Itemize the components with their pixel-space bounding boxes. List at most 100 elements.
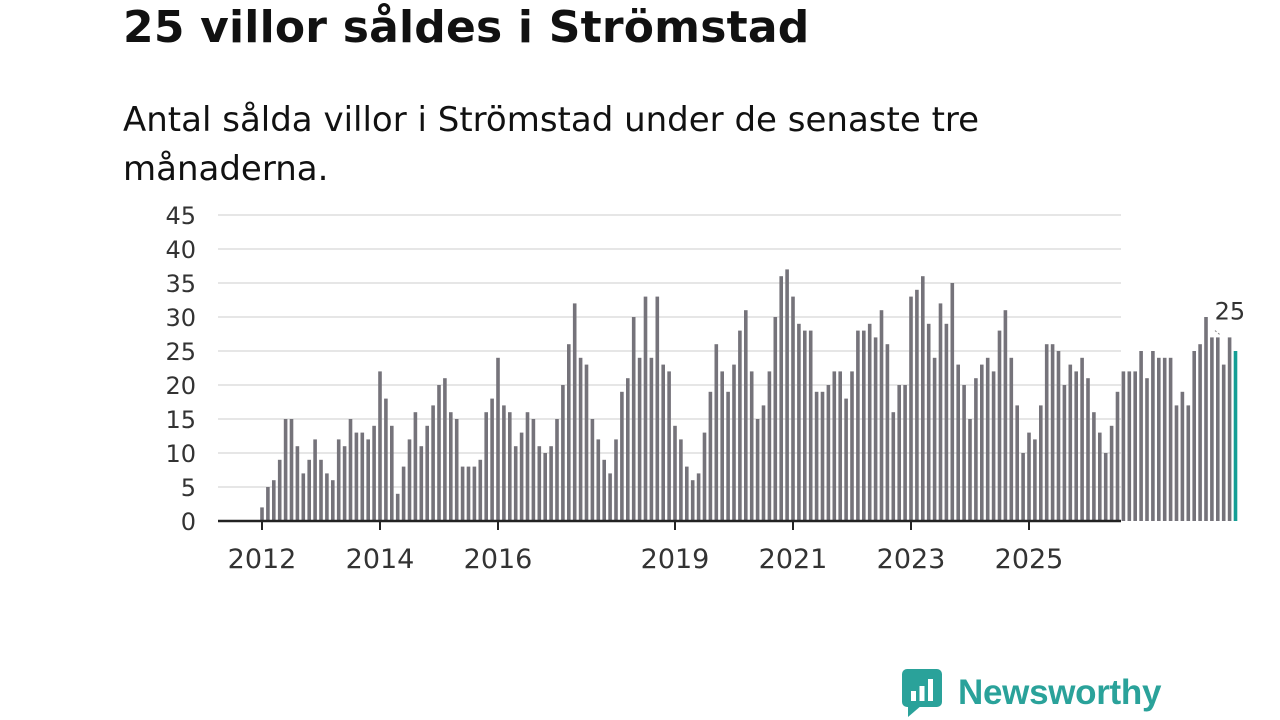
x-tick-label: 2021 bbox=[759, 544, 828, 575]
bar bbox=[779, 276, 783, 521]
x-tick-label: 2025 bbox=[995, 544, 1064, 575]
newsworthy-logo: Newsworthy bbox=[902, 669, 1161, 717]
bar bbox=[1098, 432, 1102, 521]
bar bbox=[348, 419, 353, 521]
bar bbox=[991, 371, 996, 521]
bar bbox=[915, 289, 919, 521]
bar bbox=[513, 446, 518, 521]
bar bbox=[531, 419, 536, 521]
bar bbox=[301, 473, 306, 521]
annotation-label: 25 bbox=[1215, 297, 1246, 325]
bar bbox=[685, 466, 689, 521]
bar bbox=[814, 391, 819, 521]
x-axis-ticks: 2012 2014 2016 2019 2021 2023 2025 bbox=[228, 521, 1064, 575]
bar bbox=[926, 323, 931, 521]
bar bbox=[844, 398, 848, 521]
y-tick-label: 30 bbox=[165, 304, 196, 332]
bar bbox=[909, 296, 913, 521]
bar bbox=[897, 385, 901, 521]
bar bbox=[885, 344, 890, 521]
bar bbox=[1204, 317, 1208, 521]
bar bbox=[1015, 405, 1019, 521]
bar bbox=[366, 439, 370, 521]
bar bbox=[832, 371, 837, 521]
bar bbox=[1192, 351, 1196, 521]
bar bbox=[1174, 405, 1179, 521]
bar bbox=[968, 419, 972, 521]
bar bbox=[1162, 357, 1167, 521]
bar bbox=[1227, 337, 1232, 521]
bar bbox=[502, 405, 506, 521]
bar bbox=[767, 371, 772, 521]
bar bbox=[1145, 378, 1149, 521]
bar bbox=[1133, 371, 1137, 521]
bar bbox=[1210, 337, 1214, 521]
bar bbox=[808, 330, 813, 521]
bar bbox=[395, 493, 400, 521]
bar bbox=[561, 385, 565, 521]
bar bbox=[437, 385, 441, 521]
bar bbox=[608, 473, 612, 521]
bar bbox=[401, 466, 406, 521]
bar bbox=[1062, 385, 1067, 521]
bar bbox=[755, 419, 760, 521]
bar bbox=[761, 405, 766, 521]
bar bbox=[1074, 371, 1078, 521]
bar bbox=[690, 480, 695, 521]
y-tick-label: 20 bbox=[165, 372, 196, 400]
bar bbox=[921, 276, 925, 521]
bar bbox=[319, 459, 323, 521]
bar bbox=[1216, 337, 1220, 521]
bar bbox=[637, 357, 642, 521]
bar bbox=[980, 364, 984, 521]
bar bbox=[313, 439, 317, 521]
bar bbox=[584, 364, 589, 521]
x-tick-label: 2014 bbox=[346, 544, 415, 575]
bar bbox=[336, 439, 341, 521]
bar bbox=[850, 371, 854, 521]
bar bbox=[649, 357, 654, 521]
bar bbox=[679, 439, 683, 521]
bar bbox=[525, 412, 530, 521]
annotation-leader bbox=[1213, 329, 1220, 335]
bar bbox=[413, 412, 418, 521]
bar bbox=[1186, 405, 1191, 521]
bar bbox=[567, 344, 571, 521]
bar bbox=[956, 364, 960, 521]
y-tick-label: 25 bbox=[165, 338, 196, 366]
bar bbox=[773, 317, 778, 521]
bar bbox=[785, 269, 789, 521]
y-tick-label: 0 bbox=[181, 508, 196, 536]
bar bbox=[1151, 351, 1155, 521]
bar bbox=[1080, 357, 1084, 521]
bar bbox=[1009, 357, 1014, 521]
bar bbox=[472, 466, 477, 521]
bar bbox=[867, 323, 872, 521]
bar bbox=[466, 466, 471, 521]
bar bbox=[985, 357, 990, 521]
bar bbox=[425, 425, 429, 521]
bar bbox=[1121, 371, 1126, 521]
y-axis-ticks: 0 5 10 15 20 25 30 35 40 45 bbox=[165, 202, 196, 536]
bar bbox=[856, 330, 860, 521]
bar bbox=[1039, 405, 1043, 521]
bar bbox=[277, 459, 282, 521]
bar bbox=[537, 446, 542, 521]
x-tick-label: 2023 bbox=[877, 544, 946, 575]
bar bbox=[1050, 344, 1055, 521]
y-tick-label: 5 bbox=[181, 474, 196, 502]
bar bbox=[555, 419, 559, 521]
bar bbox=[974, 378, 978, 521]
bar bbox=[1068, 364, 1073, 521]
bar bbox=[1127, 371, 1132, 521]
y-tick-label: 45 bbox=[165, 202, 196, 230]
bar bbox=[820, 391, 825, 521]
bar bbox=[543, 453, 547, 521]
bar bbox=[862, 330, 866, 521]
bar bbox=[443, 378, 447, 521]
bar bbox=[655, 296, 660, 521]
bar bbox=[944, 323, 949, 521]
bar bbox=[708, 391, 713, 521]
bar bbox=[738, 330, 742, 521]
